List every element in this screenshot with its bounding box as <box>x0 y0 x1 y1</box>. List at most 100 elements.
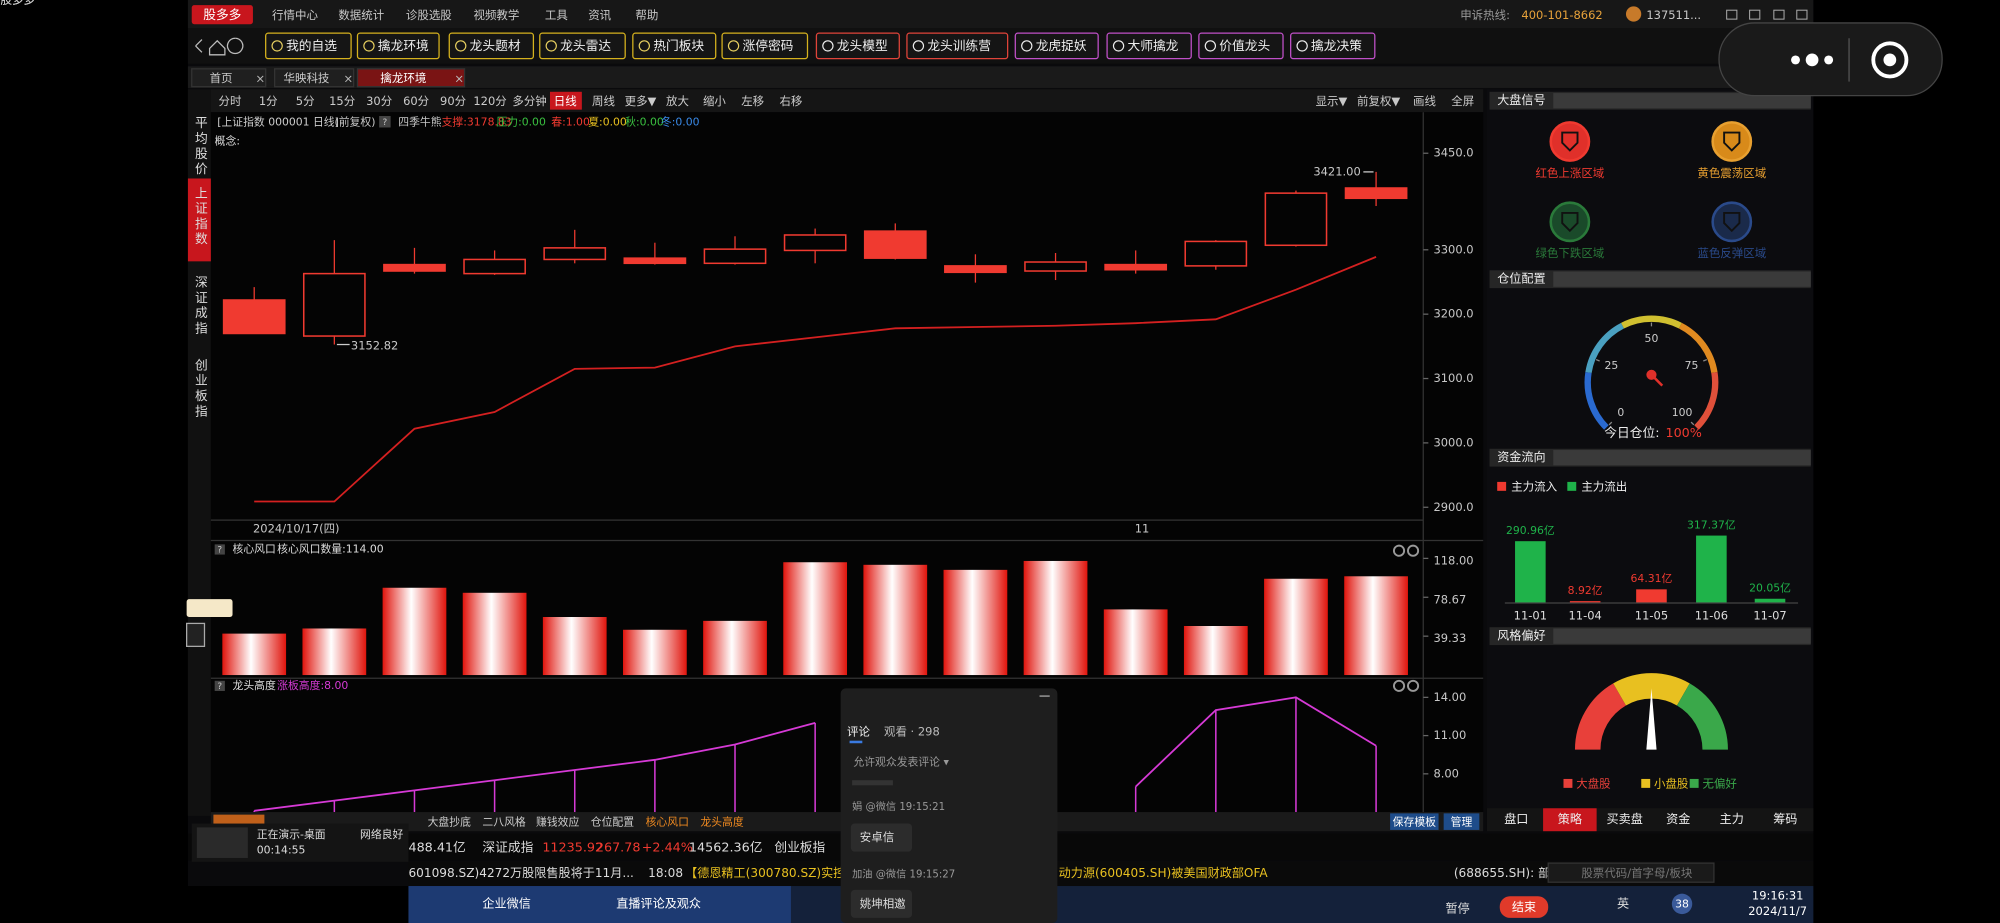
period-button[interactable]: 周线 <box>592 94 615 108</box>
toolbar-label[interactable]: 龙头模型 <box>837 39 888 54</box>
period-button[interactable]: 15分 <box>329 94 356 108</box>
period-button[interactable]: 1分 <box>259 94 278 108</box>
toolbar-label[interactable]: 涨停密码 <box>742 38 793 54</box>
right-tabs <box>1486 808 1814 832</box>
gauge-tick <box>1690 421 1695 426</box>
menu-item[interactable]: 行情中心 <box>272 8 318 22</box>
menu-item[interactable]: 资讯 <box>588 8 611 22</box>
tab-label[interactable]: 首页 <box>210 71 233 85</box>
manage[interactable]: 管理 <box>1451 814 1473 828</box>
toolbar-label[interactable]: 龙头雷达 <box>560 39 611 54</box>
toolbar-button <box>1106 32 1192 60</box>
popup-tab[interactable]: 评论 <box>847 724 870 738</box>
panel-value: 核心风口数量:114.00 <box>277 541 384 555</box>
period-button[interactable]: 30分 <box>366 94 393 108</box>
window-control <box>1749 9 1761 20</box>
period-button[interactable]: 分时 <box>219 94 242 108</box>
panel-title: 龙头高度 <box>233 678 276 692</box>
chart-option[interactable]: 显示▼ <box>1316 94 1348 108</box>
right-tab[interactable]: 筹码 <box>1773 812 1797 826</box>
ticker-item: 创业板指 <box>774 840 825 855</box>
gauge-tick-label: 75 <box>1685 359 1699 372</box>
period-button[interactable]: 120分 <box>473 94 507 108</box>
search-placeholder[interactable]: 股票代码/首字母/板块 <box>1581 866 1692 880</box>
share-time: 00:14:55 <box>257 843 306 856</box>
y-tick-label: 39.33 <box>1433 631 1466 645</box>
clock-time: 19:16:31 <box>1752 889 1804 903</box>
indicator-value: 支撑:3178.83 <box>442 114 512 128</box>
button-icon <box>638 40 650 52</box>
x-tick-label: 11-04 <box>1568 608 1601 622</box>
chart-option[interactable]: 画线 <box>1413 94 1436 108</box>
toolbar-label[interactable]: 擒龙决策 <box>1311 38 1362 54</box>
menu-item[interactable]: 数据统计 <box>338 8 384 22</box>
indicator-tab[interactable]: 二八风格 <box>482 814 525 828</box>
period-button[interactable]: 缩小 <box>703 94 726 108</box>
comment-permission[interactable]: 允许观众发表评论 ▾ <box>853 754 949 768</box>
side-tab[interactable]: 深证成指 <box>192 275 207 336</box>
period-button[interactable]: 更多▼ <box>625 94 657 108</box>
taskbar-app[interactable]: 企业微信 <box>482 895 530 910</box>
period-button[interactable]: 放大 <box>666 94 689 108</box>
tab-label[interactable]: 擒龙环境 <box>380 71 426 85</box>
right-tab[interactable]: 主力 <box>1720 812 1744 826</box>
right-tab[interactable]: 盘口 <box>1504 811 1528 826</box>
x-tick-label: 11 <box>1135 522 1150 536</box>
period-button[interactable]: 左移 <box>741 94 764 108</box>
gauge-tick-label: 0 <box>1617 406 1624 419</box>
indicator-tab[interactable]: 龙头高度 <box>700 814 743 828</box>
toolbar-label[interactable]: 龙头训练营 <box>927 39 991 54</box>
menu-item[interactable]: 诊股选股 <box>406 8 452 22</box>
hotline: 400-101-8662 <box>1521 8 1602 22</box>
gauge-arc <box>1678 322 1718 374</box>
toolbar-label[interactable]: 我的自选 <box>286 38 337 54</box>
right-tab[interactable]: 买卖盘 <box>1607 811 1643 826</box>
toolbar-label[interactable]: 价值龙头 <box>1219 38 1270 54</box>
side-tab[interactable]: 上证指数 <box>192 186 207 247</box>
pause-button[interactable]: 暂停 <box>1446 900 1470 915</box>
legend-swatch <box>1689 778 1699 788</box>
period-button[interactable]: 右移 <box>779 94 802 108</box>
menu-item[interactable]: 帮助 <box>635 8 658 22</box>
chart-option[interactable]: 全屏 <box>1451 94 1474 108</box>
news-item: 18:08 <box>648 866 683 880</box>
toolbar-label[interactable]: 擒龙环境 <box>378 38 429 54</box>
popup-tab[interactable]: 观看 · 298 <box>884 724 940 738</box>
right-tab[interactable]: 资金 <box>1666 811 1690 826</box>
side-tab[interactable]: 创业板指 <box>192 358 207 419</box>
toolbar-label[interactable]: 龙头题材 <box>470 39 521 54</box>
signal-shield <box>1723 131 1741 152</box>
indicator-tab[interactable]: 大盘抄底 <box>428 814 471 828</box>
toolbar-label[interactable]: 大师擒龙 <box>1127 38 1178 54</box>
section-title: 大盘信号 <box>1497 92 1545 107</box>
period-button[interactable]: 90分 <box>440 94 467 108</box>
menu-item[interactable]: 工具 <box>545 8 568 22</box>
period-bar <box>210 89 1484 113</box>
gauge-arc <box>1585 322 1625 374</box>
style-arc <box>1574 683 1627 751</box>
flow-bar <box>1636 589 1667 604</box>
ticker-item: 深证成指 <box>482 840 533 855</box>
tab-label[interactable]: 华映科技 <box>284 71 330 85</box>
period-button[interactable]: 60分 <box>403 94 430 108</box>
menu-item[interactable]: 视频教学 <box>473 8 519 22</box>
side-tab[interactable]: 平均股价 <box>192 116 207 177</box>
period-button[interactable]: 多分钟 <box>512 94 546 108</box>
ticker-item: 14562.36亿 <box>689 840 763 855</box>
save-template[interactable]: 保存模板 <box>1393 814 1436 828</box>
settings-icon <box>1406 544 1420 557</box>
taskbar-app[interactable]: 直播评论及观众 <box>616 896 701 910</box>
end-button <box>1499 896 1549 918</box>
indicator-tab[interactable]: 核心风口 <box>646 814 689 828</box>
more-dot <box>1805 53 1819 67</box>
period-button[interactable]: 日线 <box>554 94 577 108</box>
chart-option[interactable]: 前复权▼ <box>1357 94 1400 108</box>
end-button-label[interactable]: 结束 <box>1512 900 1536 914</box>
toolbar-label[interactable]: 龙虎捉妖 <box>1036 39 1087 54</box>
toolbar-label[interactable]: 热门板块 <box>653 39 704 54</box>
indicator-tab[interactable]: 赚钱效应 <box>536 814 579 828</box>
period-button[interactable]: 5分 <box>296 94 315 108</box>
indicator-tab[interactable]: 仓位配置 <box>591 814 634 828</box>
right-tab[interactable]: 策略 <box>1558 811 1582 826</box>
concept-label: 概念: <box>215 134 240 148</box>
